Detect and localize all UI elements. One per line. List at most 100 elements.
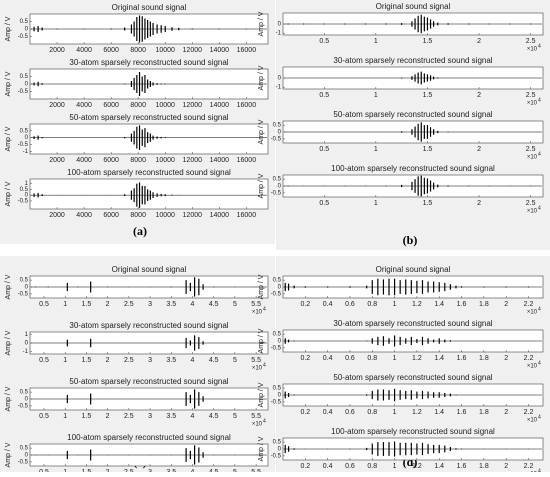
x-tick-label: 1.5 xyxy=(82,413,92,420)
y-axis-label: Amp / V xyxy=(5,274,12,299)
y-tick-label: 0.5 xyxy=(20,446,29,452)
y-tick-label: -1 xyxy=(23,349,29,355)
x-tick-label: 2.5 xyxy=(124,357,134,364)
x-tick-label: 2 xyxy=(504,463,508,470)
x-tick-label: 1.2 xyxy=(412,355,422,362)
x-tick-label: 1 xyxy=(393,301,397,308)
x-tick-label: 4.5 xyxy=(209,357,219,364)
chart-title: Original sound signal xyxy=(112,3,187,12)
x-multiplier-exponent: 4 xyxy=(263,362,266,368)
chart-title: 30-atom sparsely reconstructed sound sig… xyxy=(333,319,492,328)
x-tick-label: 0.5 xyxy=(319,146,329,153)
x-tick-label: 10000 xyxy=(155,47,175,54)
panel-label: (b) xyxy=(403,233,418,247)
y-tick-label: 0.5 xyxy=(273,177,282,183)
x-tick-label: 0.2 xyxy=(300,409,310,416)
chart-title: Original sound signal xyxy=(376,2,451,11)
y-tick-label: -0.5 xyxy=(18,34,29,40)
x-tick-label: 2000 xyxy=(49,157,65,164)
x-tick-label: 3 xyxy=(148,301,152,308)
x-tick-label: 14000 xyxy=(210,157,230,164)
y-axis-label: Amp / V xyxy=(5,330,12,355)
y-tick-label: -0.5 xyxy=(18,89,29,95)
x-tick-label: 2 xyxy=(106,413,110,420)
x-tick-label: 2.5 xyxy=(526,92,536,99)
x-tick-label: 2.2 xyxy=(524,301,534,308)
axes-box xyxy=(30,124,268,154)
y-tick-label: 0.5 xyxy=(273,386,282,392)
x-multiplier-exponent: 4 xyxy=(538,151,541,157)
x-tick-label: 2 xyxy=(477,200,481,207)
x-tick-label: 8000 xyxy=(130,157,146,164)
x-multiplier: ×10 xyxy=(527,418,538,424)
x-tick-label: 0.8 xyxy=(367,463,377,470)
x-tick-label: 1.6 xyxy=(457,409,467,416)
x-tick-label: 4000 xyxy=(76,102,92,109)
x-multiplier: ×10 xyxy=(527,47,538,53)
x-tick-label: 0.6 xyxy=(345,301,355,308)
x-multiplier-exponent: 4 xyxy=(538,360,541,366)
y-axis-label: Amp / V xyxy=(5,16,12,41)
y-tick-label: 0.5 xyxy=(20,128,29,134)
x-tick-label: 2.2 xyxy=(524,355,534,362)
x-tick-label: 1.6 xyxy=(457,463,467,470)
x-tick-label: 4 xyxy=(191,301,195,308)
x-tick-label: 2.5 xyxy=(124,301,134,308)
x-tick-label: 1.4 xyxy=(434,301,444,308)
x-tick-label: 0.6 xyxy=(345,463,355,470)
x-tick-label: 0.2 xyxy=(300,463,310,470)
x-tick-label: 2000 xyxy=(49,212,65,219)
y-axis-label: Amp / V xyxy=(258,119,265,144)
x-tick-label: 2 xyxy=(504,355,508,362)
x-tick-label: 1.4 xyxy=(434,355,444,362)
x-tick-label: 0.8 xyxy=(367,301,377,308)
y-axis-label: Amp / V xyxy=(258,65,265,90)
x-tick-label: 4000 xyxy=(76,47,92,54)
x-tick-label: 2.5 xyxy=(526,146,536,153)
x-tick-label: 2.5 xyxy=(526,200,536,207)
x-tick-label: 1.8 xyxy=(479,463,489,470)
chart-title: 30-atom sparsely reconstructed sound sig… xyxy=(69,58,228,67)
x-tick-label: 2 xyxy=(477,146,481,153)
x-tick-label: 8000 xyxy=(130,47,146,54)
x-tick-label: 1.5 xyxy=(423,146,433,153)
x-tick-label: 0.4 xyxy=(323,463,333,470)
y-tick-label: 0.5 xyxy=(20,390,29,396)
x-tick-label: 1 xyxy=(63,357,67,364)
x-tick-label: 2.2 xyxy=(524,463,534,470)
chart-title: Original sound signal xyxy=(376,265,451,274)
x-tick-label: 8000 xyxy=(130,102,146,109)
x-tick-label: 0.5 xyxy=(319,38,329,45)
x-tick-label: 3.5 xyxy=(166,357,176,364)
y-tick-label: -1 xyxy=(276,85,282,91)
x-tick-label: 5.5 xyxy=(251,301,261,308)
y-axis-label: Amp / V xyxy=(5,71,12,96)
x-tick-label: 10000 xyxy=(155,212,175,219)
x-tick-label: 12000 xyxy=(183,102,203,109)
x-tick-label: 6000 xyxy=(103,157,119,164)
y-tick-label: -0.5 xyxy=(18,291,29,297)
y-tick-label: -0.5 xyxy=(271,345,282,351)
x-tick-label: 1.4 xyxy=(434,463,444,470)
x-tick-label: 1.5 xyxy=(423,92,433,99)
chart-title: 100-atom sparsely reconstructed sound si… xyxy=(331,427,495,436)
x-tick-label: 1 xyxy=(374,200,378,207)
y-axis-label: Amp / V xyxy=(258,11,265,36)
x-tick-label: 6000 xyxy=(103,47,119,54)
y-axis-label: Amp / V xyxy=(5,181,12,206)
y-tick-label: -0.5 xyxy=(271,399,282,405)
y-axis-label: Amp / V xyxy=(5,386,12,411)
chart-title: Original sound signal xyxy=(112,265,187,274)
x-tick-label: 1 xyxy=(393,463,397,470)
chart-title: 50-atom sparsely reconstructed sound sig… xyxy=(333,373,492,382)
chart-title: 100-atom sparsely reconstructed sound si… xyxy=(67,168,231,177)
x-tick-label: 1.2 xyxy=(412,463,422,470)
x-tick-label: 4000 xyxy=(76,212,92,219)
x-tick-label: 4000 xyxy=(76,157,92,164)
x-tick-label: 8000 xyxy=(130,212,146,219)
x-multiplier-exponent: 4 xyxy=(538,468,541,472)
x-tick-label: 16000 xyxy=(237,212,257,219)
y-tick-label: -0.5 xyxy=(271,453,282,459)
x-multiplier: ×10 xyxy=(252,422,263,428)
y-tick-label: -0.5 xyxy=(271,190,282,196)
